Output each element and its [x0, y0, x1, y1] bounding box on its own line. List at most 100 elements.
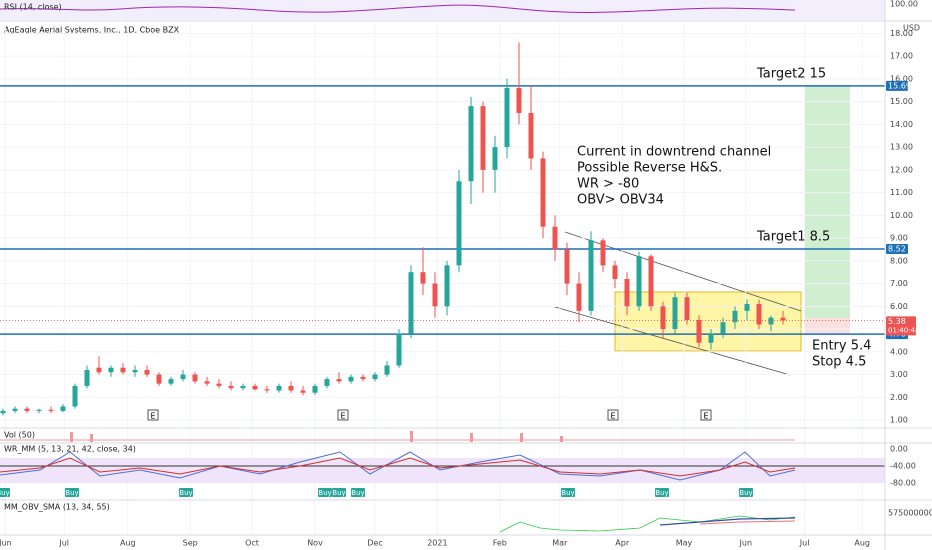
rsi-tick: 100.00 — [890, 0, 918, 9]
buy-label: Buy — [179, 489, 192, 497]
buy-signals: BuyBuyBuyBuyBuyBuyBuyBuyBuy — [0, 488, 753, 497]
volume-label: Vol (50) — [4, 431, 35, 440]
x-tick-label: Mar — [552, 539, 568, 548]
candle-body — [0, 410, 6, 414]
y-tick-label: 11.00 — [890, 188, 913, 197]
target-zone — [805, 85, 850, 318]
candle-body — [468, 106, 474, 182]
earnings-label: E — [703, 412, 708, 421]
obv-sma-slow — [699, 520, 796, 525]
buy-label: Buy — [351, 489, 364, 497]
x-tick-label: Apr — [615, 539, 630, 548]
buy-tag — [739, 488, 753, 497]
x-tick-label: Aug — [854, 539, 870, 548]
y-tick-label: 2.00 — [890, 393, 908, 402]
price-panel — [0, 22, 885, 535]
candle-body — [228, 385, 234, 389]
volume-bar — [410, 431, 413, 442]
earnings-markers: E E E E — [147, 409, 712, 421]
annotation: Target1 8.5 — [756, 230, 830, 245]
candle-body — [624, 279, 630, 307]
candle-body — [408, 272, 414, 334]
obv-tick: 575000000.00 — [888, 509, 932, 518]
rsi-label: RSI (14, close) — [4, 3, 62, 12]
level-tag — [886, 80, 908, 91]
x-tick-label: Dec — [367, 539, 382, 548]
candle-body — [288, 385, 294, 391]
y-tick-label: 6.00 — [890, 302, 908, 311]
buy-tag — [65, 488, 79, 497]
earnings-box — [607, 409, 619, 421]
volume-bar — [520, 433, 523, 442]
annotation: Entry 5.4 — [812, 339, 871, 354]
candle-body — [492, 147, 498, 170]
y-tick-label: 1.00 — [890, 416, 908, 425]
x-tick-label: Jul — [799, 539, 810, 548]
candle-body — [48, 409, 54, 411]
y-tick-label: 7.00 — [890, 279, 908, 288]
candle-body — [36, 409, 42, 411]
y-tick-label: 16.00 — [890, 74, 913, 83]
candle-body — [336, 379, 342, 382]
candle-body — [636, 256, 642, 307]
candle-body — [588, 240, 594, 311]
x-tick-label: Aug — [120, 539, 136, 548]
candle-body — [648, 256, 654, 307]
countdown: 01:40:48 — [888, 326, 919, 334]
y-tick-label: 14.00 — [890, 120, 913, 129]
candle-body — [96, 367, 102, 373]
rsi-panel — [0, 0, 885, 20]
candle-body — [720, 322, 726, 334]
candle-body — [372, 374, 378, 380]
y-tick-label: 15.00 — [890, 97, 913, 106]
level-tag — [886, 243, 908, 254]
volume-bar — [90, 434, 93, 442]
x-tick-label: Nov — [307, 539, 323, 548]
y-tick-label: 13.00 — [890, 143, 913, 152]
obv-sma — [659, 517, 796, 526]
level-label: 15.69 — [888, 81, 911, 90]
earnings-label: E — [610, 412, 615, 421]
candle-body — [780, 317, 786, 321]
buy-label: Buy — [561, 489, 574, 497]
candle-body — [576, 283, 582, 311]
wr-tick: -40.00 — [890, 462, 916, 471]
candle-body — [600, 240, 606, 266]
candle-body — [516, 87, 522, 113]
y-tick-label: 8.00 — [890, 256, 908, 265]
currency: USD — [903, 24, 920, 33]
candle-body — [24, 408, 30, 411]
earnings-box — [700, 409, 712, 421]
volume-bar — [560, 436, 563, 442]
candle-body — [660, 306, 666, 330]
annotation: Stop 4.5 — [812, 355, 866, 370]
buy-tag — [332, 488, 346, 497]
grid — [0, 22, 885, 535]
candle-body — [72, 385, 78, 407]
channel-lower — [554, 306, 791, 376]
buy-label: Buy — [332, 489, 345, 497]
y-tick-label: 18.00 — [890, 29, 913, 38]
candle-body — [300, 390, 306, 393]
candle-body — [420, 272, 426, 284]
obv-line — [499, 515, 796, 533]
candle-body — [192, 374, 198, 382]
candle-body — [312, 385, 318, 393]
candle-body — [384, 365, 390, 375]
candle-body — [564, 249, 570, 284]
buy-tag — [561, 488, 575, 497]
wr-band — [0, 458, 885, 483]
rsi-line — [0, 4, 796, 13]
candle-body — [540, 158, 546, 227]
candle-body — [132, 370, 138, 373]
earnings-label: E — [150, 412, 155, 421]
annotation: Target2 15 — [756, 67, 826, 82]
annotation: WR > -80 — [577, 177, 639, 192]
buy-tag — [0, 488, 10, 497]
candle-body — [204, 381, 210, 384]
buy-tag — [351, 488, 365, 497]
wr-line — [0, 451, 796, 481]
x-tick-label: Feb — [493, 539, 507, 548]
candle-body — [348, 376, 354, 382]
volume-bars — [70, 431, 563, 442]
